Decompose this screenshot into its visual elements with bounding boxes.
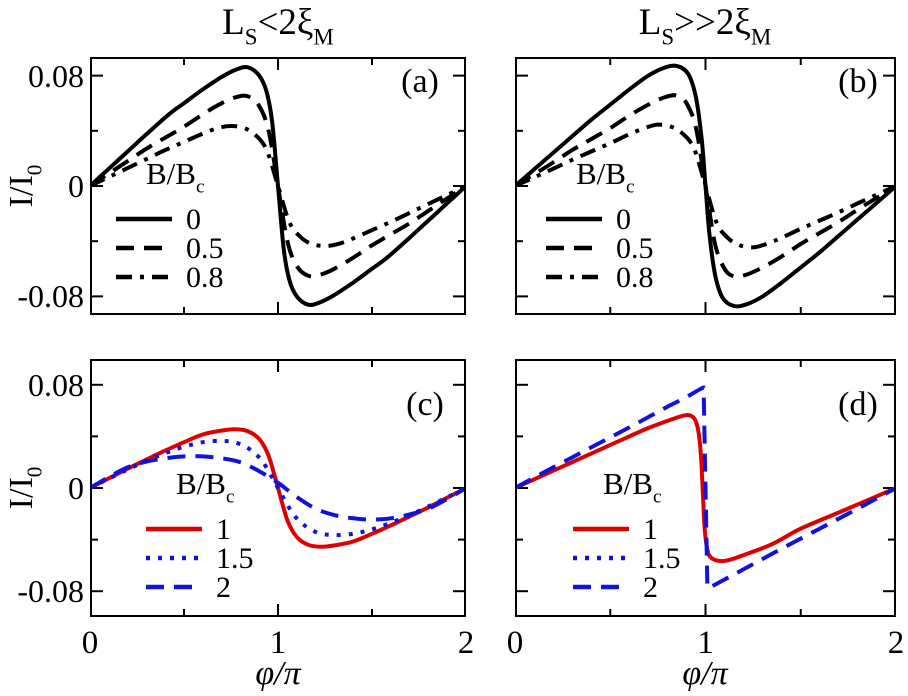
legend-title-sub: c [195,176,205,198]
legend-sample-line [116,274,172,280]
axis-ticks [92,361,464,615]
legend-title: B/Bc [576,156,654,199]
title-left-rest: <2ξ [257,2,314,43]
y-tick-label: 0.08 [28,57,84,94]
legend-entry: 1 [146,512,254,546]
legend-entry-label: 2 [216,570,231,604]
legend-entry-label: 0 [186,202,201,236]
legend-entry-label: 0 [616,202,631,236]
legend-title: B/Bc [176,466,254,509]
panel-label-b: (b) [838,63,878,100]
title-right-base: L [638,2,662,43]
x-tick-label: 2 [887,625,905,661]
panel-frame [90,359,466,617]
legend-title-sub: c [225,486,235,508]
legend-entry-label: 1.5 [643,541,681,575]
x-tick-label: 0 [506,625,524,661]
legend-entry: 1 [573,512,681,546]
legend-entry: 0.8 [116,260,224,294]
legend-entry-label: 0.5 [186,231,224,265]
legend-sample-line [546,274,602,280]
title-right-rest: >>2ξ [674,2,751,43]
x-tick-label: 1 [697,625,714,661]
curve-BBc-2 [92,454,464,522]
curve-BBc-1.5 [92,438,464,538]
legend-panel-d: B/Bc 1 1.5 2 [573,466,681,602]
legend-entry-label: 0.5 [616,231,654,265]
x-tick-label: 0 [81,625,99,661]
legend-title: B/Bc [603,466,681,509]
title-right-base-sub: S [661,24,675,50]
y-tick-label: 0.08 [28,366,84,403]
legend-sample-line [146,584,202,590]
x-tick-label: 1 [269,625,287,661]
legend-title: B/Bc [146,156,224,199]
y-tick-label: -0.08 [17,573,84,610]
panel-frame [515,359,896,617]
legend-panel-a: B/Bc 0 0.5 0.8 [116,156,224,292]
column-title-left: LS<2ξM [128,1,428,50]
curve-BBc-1 [517,413,894,564]
legend-entry: 0 [546,202,654,236]
panel-a-plot [90,57,466,315]
legend-entry: 0 [116,202,224,236]
legend-entry-label: 1 [216,512,231,546]
legend-sample-line [573,555,629,561]
legend-title-text: B/B [603,466,653,501]
title-left-base-sub: S [244,24,258,50]
legend-sample-line [116,245,172,251]
title-left-base: L [222,2,245,43]
legend-entry: 1.5 [146,541,254,575]
legend-entry-label: 0.8 [616,260,654,294]
legend-entry-label: 2 [643,570,658,604]
curve-BBc-0 [92,64,464,308]
panel-label-d: (d) [838,386,878,423]
title-right-rest-sub: M [750,24,772,50]
legend-entry-label: 1 [643,512,658,546]
y-tick-label: 0 [68,168,84,204]
legend-title-text: B/B [576,156,626,191]
panel-frame [515,57,896,315]
legend-sample-line [146,526,202,532]
legend-entry: 0.5 [546,231,654,265]
curve-BBc-2 [517,385,894,590]
legend-entry-label: 1.5 [216,541,254,575]
legend-entry: 2 [146,570,254,604]
title-left-rest-sub: M [313,24,334,50]
legend-sample-line [546,245,602,251]
legend-entry-label: 0.8 [186,260,224,294]
legend-title-text: B/B [146,156,196,191]
panel-label-a: (a) [401,63,439,100]
legend-sample-line [146,555,202,561]
curve-BBc-0 [517,63,894,309]
panel-b-plot [515,57,896,315]
y-tick-label: -0.08 [17,278,84,315]
panel-c-plot [90,359,466,617]
x-axis-label-right: φ/π [682,655,728,692]
legend-entry: 1.5 [573,541,681,575]
legend-sample-line [573,526,629,532]
legend-entry: 0.5 [116,231,224,265]
legend-panel-b: B/Bc 0 0.5 0.8 [546,156,654,292]
legend-title-text: B/B [176,466,226,501]
legend-sample-line [116,216,172,222]
panel-label-c: (c) [406,386,444,423]
legend-sample-line [573,584,629,590]
x-axis-label-left: φ/π [255,655,301,692]
panel-frame [90,57,466,315]
column-title-right: LS>>2ξM [555,1,855,50]
curve-BBc-0.8 [92,124,464,248]
legend-title-sub: c [625,176,635,198]
legend-sample-line [546,216,602,222]
legend-title-sub: c [652,486,662,508]
y-tick-label: 0 [68,470,84,506]
x-tick-label: 2 [457,625,475,661]
legend-panel-c: B/Bc 1 1.5 2 [146,466,254,602]
axis-ticks [92,59,464,313]
legend-entry: 2 [573,570,681,604]
legend-entry: 0.8 [546,260,654,294]
panel-d-plot [515,359,896,617]
